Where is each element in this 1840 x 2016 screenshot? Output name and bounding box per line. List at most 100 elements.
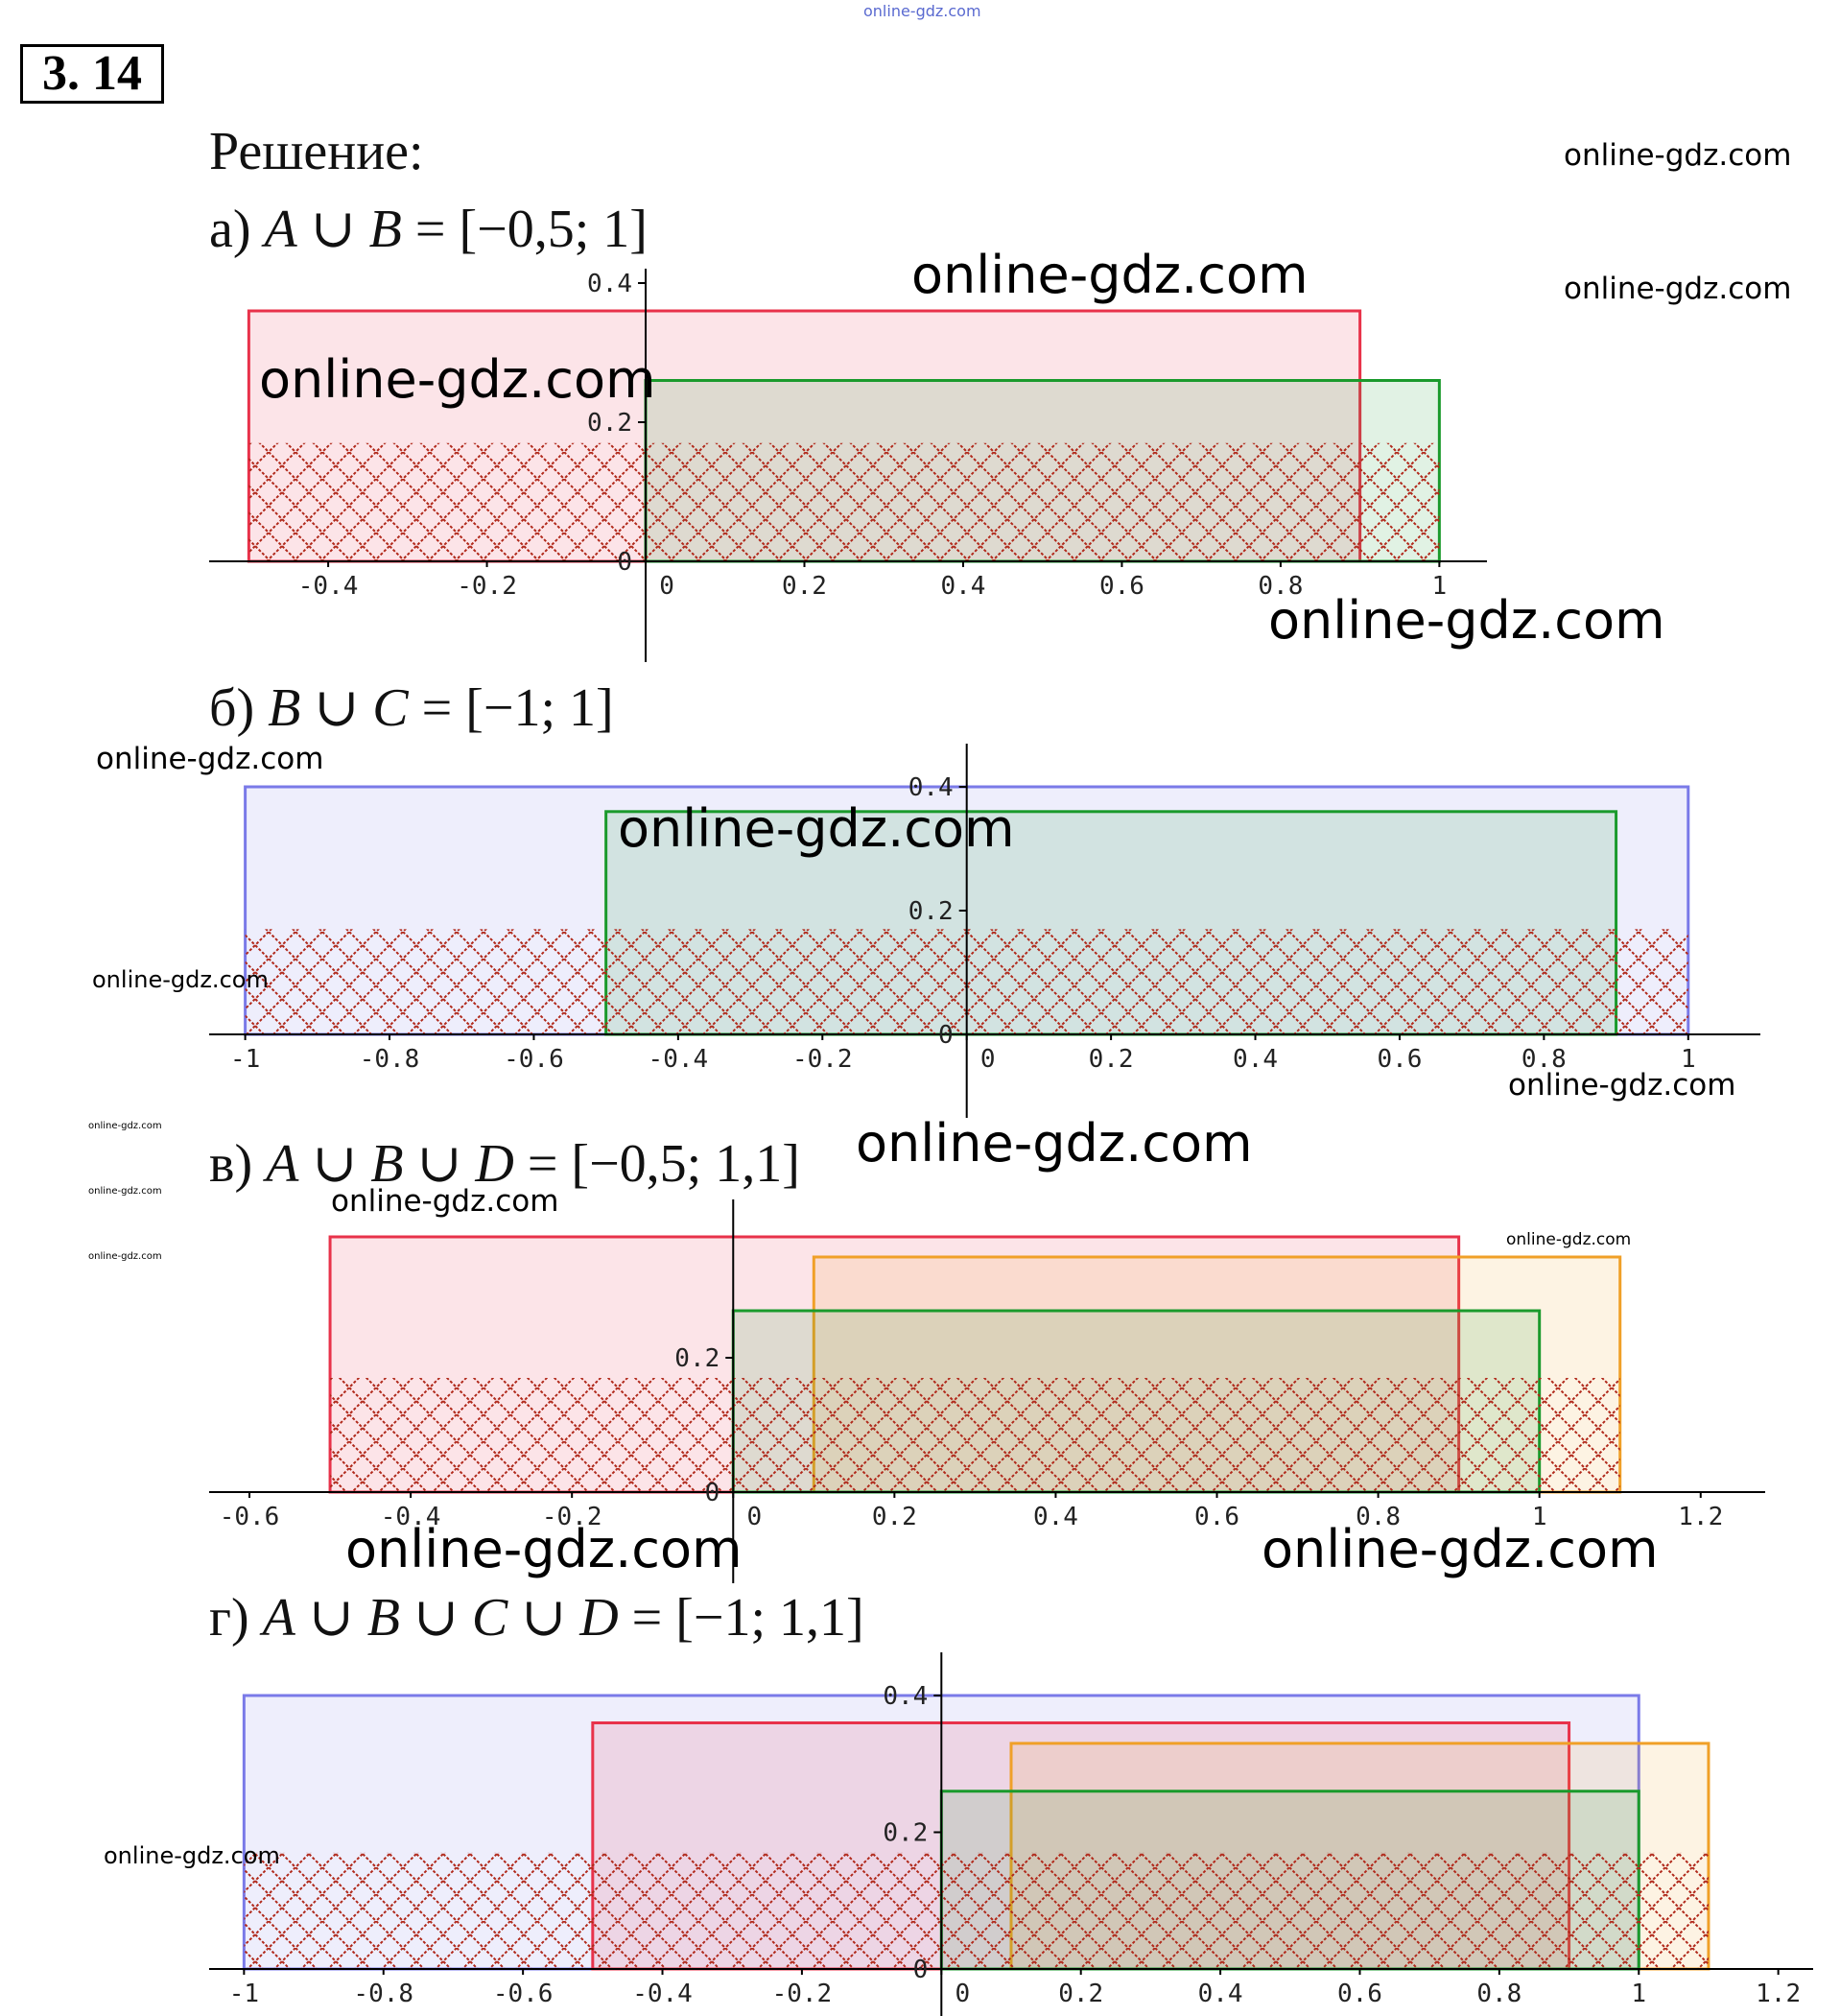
set-name: B bbox=[366, 1588, 400, 1648]
x-tick-label: -0.2 bbox=[792, 1045, 853, 1074]
x-tick-label: 0.8 bbox=[1522, 1045, 1567, 1074]
equation-a: а) A ∪ B = [−0,5; 1] bbox=[209, 198, 648, 260]
watermark: online-gdz.com bbox=[1564, 272, 1792, 306]
x-tick-label: -0.4 bbox=[649, 1045, 709, 1074]
x-tick-label: 0 bbox=[746, 1503, 762, 1531]
watermark: online-gdz.com bbox=[1508, 1068, 1736, 1103]
x-tick-label: -0.2 bbox=[772, 1980, 833, 2008]
watermark: online-gdz.com bbox=[96, 742, 324, 776]
set-name: D bbox=[475, 1134, 514, 1194]
set-name: B bbox=[368, 200, 402, 259]
watermark: online-gdz.com bbox=[856, 1113, 1253, 1174]
y-tick-label: 0.2 bbox=[908, 897, 954, 926]
part-letter: б) bbox=[209, 678, 269, 738]
watermark: online-gdz.com bbox=[88, 1251, 162, 1262]
part-letter: а) bbox=[209, 200, 265, 259]
set-name: A bbox=[262, 1588, 295, 1648]
x-tick-label: -0.6 bbox=[493, 1980, 554, 2008]
problem-number: 3. 14 bbox=[20, 44, 164, 104]
union-result: [−1; 1] bbox=[465, 678, 614, 738]
watermark: online-gdz.com bbox=[259, 349, 656, 410]
watermark: online-gdz.com bbox=[1564, 138, 1792, 173]
x-tick-label: 0.6 bbox=[1337, 1980, 1382, 2008]
union-symbol: ∪ bbox=[295, 1588, 367, 1648]
union-symbol: ∪ bbox=[300, 678, 373, 738]
y-tick-label: 0 bbox=[913, 1956, 929, 1984]
set-name: B bbox=[370, 1134, 404, 1194]
y-tick-label: 0.2 bbox=[587, 409, 632, 438]
x-tick-label: 1.2 bbox=[1678, 1503, 1723, 1531]
x-tick-label: -0.4 bbox=[381, 1503, 441, 1531]
y-tick-label: 0.4 bbox=[587, 270, 632, 298]
x-tick-label: -1 bbox=[229, 1980, 259, 2008]
interval-chart-a: -0.4 -0.2 0 0.2 0.4 0.6 0.8 1 0.4 0.2 0 bbox=[209, 269, 1487, 662]
equation-b: б) B ∪ C = [−1; 1] bbox=[209, 676, 614, 739]
set-name: C bbox=[471, 1588, 508, 1648]
watermark: online-gdz.com bbox=[1506, 1230, 1632, 1249]
union-symbol: ∪ bbox=[298, 1134, 371, 1194]
watermark: online-gdz.com bbox=[618, 798, 1015, 859]
union-hatch bbox=[248, 442, 1440, 561]
y-tick-label: 0.2 bbox=[674, 1344, 719, 1373]
watermark: online-gdz.com bbox=[88, 1186, 162, 1197]
union-symbol: ∪ bbox=[296, 200, 369, 259]
watermark: online-gdz.com bbox=[911, 245, 1309, 305]
interval-chart-d: -1 -0.8 -0.6 -0.4 -0.2 0 0.2 0.4 0.6 0.8 1 1.2 0.4 0.… bbox=[209, 1652, 1813, 2016]
union-symbol: ∪ bbox=[399, 1588, 472, 1648]
x-tick-label: 0.2 bbox=[782, 572, 827, 601]
union-result: [−0,5; 1] bbox=[459, 200, 648, 259]
x-tick-label: -0.8 bbox=[353, 1980, 413, 2008]
part-letter: в) bbox=[209, 1134, 267, 1194]
x-tick-label: 1.2 bbox=[1756, 1980, 1801, 2008]
union-hatch bbox=[244, 1852, 1709, 1969]
x-tick-label: 0.4 bbox=[1198, 1980, 1243, 2008]
set-name: B bbox=[268, 678, 301, 738]
set-name: C bbox=[372, 678, 409, 738]
set-name: A bbox=[264, 200, 297, 259]
y-tick-label: 0 bbox=[705, 1479, 720, 1507]
y-tick-label: 0.4 bbox=[883, 1682, 928, 1711]
x-tick-label: 0.6 bbox=[1377, 1045, 1422, 1074]
x-tick-label: 0.4 bbox=[1233, 1045, 1278, 1074]
x-tick-label: 0.8 bbox=[1356, 1503, 1401, 1531]
set-name: A bbox=[266, 1134, 299, 1194]
x-tick-label: 0.4 bbox=[1033, 1503, 1078, 1531]
x-tick-label: 0.2 bbox=[1089, 1045, 1134, 1074]
watermark-top: online-gdz.com bbox=[863, 2, 981, 20]
watermark: online-gdz.com bbox=[345, 1519, 743, 1579]
x-tick-label: 0.2 bbox=[872, 1503, 917, 1531]
y-tick-label: 0.4 bbox=[908, 773, 954, 802]
set-name: D bbox=[579, 1588, 619, 1648]
x-tick-label: 0 bbox=[980, 1045, 996, 1074]
x-tick-label: 0.4 bbox=[940, 572, 985, 601]
solution-heading: Решение: bbox=[209, 122, 424, 181]
y-tick-label: 0 bbox=[617, 548, 632, 577]
x-tick-label: 1 bbox=[1432, 572, 1448, 601]
x-tick-label: 0.8 bbox=[1476, 1980, 1522, 2008]
interval-chart-b: -1 -0.8 -0.6 -0.4 -0.2 0 0.2 0.4 0.6 0.8 1 0.4 0.2 0 bbox=[209, 744, 1760, 1118]
watermark: online-gdz.com bbox=[1262, 1519, 1659, 1579]
watermark: online-gdz.com bbox=[331, 1184, 559, 1219]
equals-sign: = bbox=[618, 1588, 676, 1648]
x-tick-label: 1 bbox=[1631, 1980, 1646, 2008]
y-tick-label: 0.2 bbox=[883, 1819, 928, 1848]
y-tick-label: 0 bbox=[938, 1021, 954, 1050]
x-tick-label: -0.4 bbox=[298, 572, 359, 601]
union-hatch bbox=[330, 1378, 1620, 1492]
x-tick-label: 1 bbox=[1681, 1045, 1696, 1074]
x-tick-label: 1 bbox=[1532, 1503, 1547, 1531]
x-tick-label: -0.6 bbox=[220, 1503, 280, 1531]
x-tick-label: -1 bbox=[230, 1045, 260, 1074]
watermark: online-gdz.com bbox=[104, 1842, 280, 1869]
x-tick-label: 0.6 bbox=[1099, 572, 1144, 601]
x-tick-label: 0.8 bbox=[1258, 572, 1303, 601]
union-symbol: ∪ bbox=[403, 1134, 476, 1194]
x-tick-label: -0.2 bbox=[542, 1503, 602, 1531]
x-tick-label: 0.2 bbox=[1058, 1980, 1103, 2008]
watermark: online-gdz.com bbox=[88, 1121, 162, 1131]
union-result: [−0,5; 1,1] bbox=[571, 1134, 800, 1194]
watermark: online-gdz.com bbox=[1268, 590, 1665, 651]
x-tick-label: -0.6 bbox=[504, 1045, 564, 1074]
union-result: [−1; 1,1] bbox=[675, 1588, 864, 1648]
